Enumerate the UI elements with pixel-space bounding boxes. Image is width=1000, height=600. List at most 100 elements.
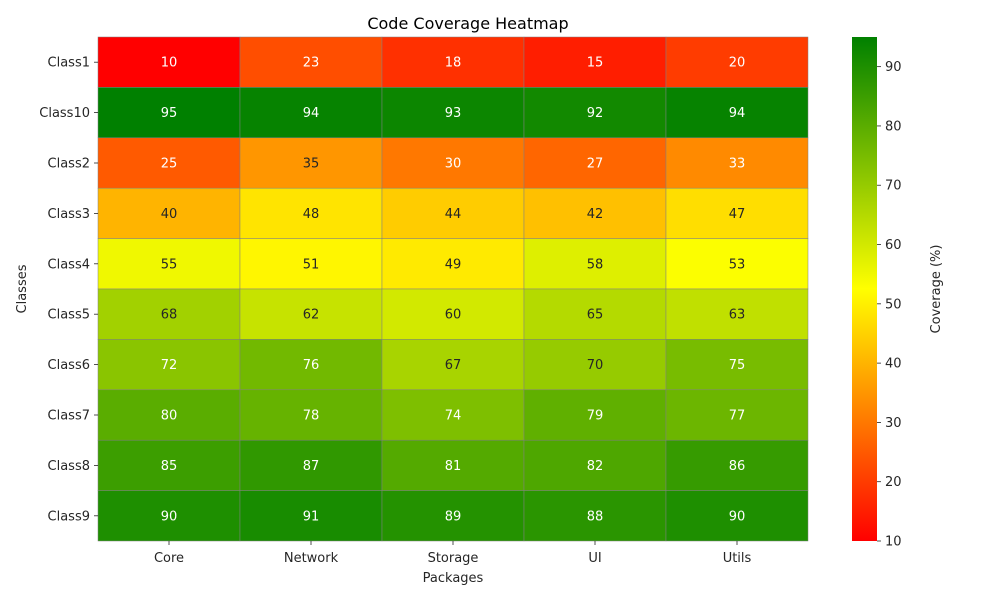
heatmap-cell bbox=[523, 36, 667, 88]
cell-value-label: 86 bbox=[729, 459, 746, 474]
heatmap-cell bbox=[665, 288, 809, 340]
cell-value-label: 94 bbox=[729, 106, 746, 121]
colorbar-label: Coverage (%) bbox=[929, 245, 944, 334]
cell-value-label: 89 bbox=[445, 509, 462, 524]
heatmap-cell bbox=[523, 339, 667, 391]
heatmap-cell bbox=[665, 339, 809, 391]
heatmap-cell bbox=[381, 87, 525, 139]
colorbar-tick-label: 40 bbox=[885, 357, 902, 372]
cell-value-label: 85 bbox=[161, 459, 178, 474]
heatmap-cell bbox=[239, 187, 383, 239]
cell-value-label: 42 bbox=[587, 207, 604, 222]
cell-value-label: 88 bbox=[587, 509, 604, 524]
heatmap-cell bbox=[523, 187, 667, 239]
heatmap-cell bbox=[239, 36, 383, 88]
cell-value-label: 78 bbox=[303, 409, 320, 424]
y-tick-label: Class4 bbox=[48, 257, 90, 272]
heatmap-cell bbox=[381, 439, 525, 491]
cell-value-label: 90 bbox=[161, 509, 178, 524]
heatmap-cell bbox=[239, 238, 383, 290]
colorbar-tick-label: 10 bbox=[885, 535, 902, 550]
heatmap-cell bbox=[381, 288, 525, 340]
cell-value-label: 76 bbox=[303, 358, 320, 373]
cell-value-label: 40 bbox=[161, 207, 178, 222]
cell-value-label: 49 bbox=[445, 257, 462, 272]
colorbar-tick-label: 80 bbox=[885, 119, 902, 134]
heatmap-cell bbox=[97, 389, 241, 441]
cell-value-label: 55 bbox=[161, 257, 178, 272]
heatmap-cell bbox=[239, 439, 383, 491]
heatmap-cell bbox=[381, 238, 525, 290]
y-tick-label: Class3 bbox=[48, 207, 90, 222]
cell-value-label: 67 bbox=[445, 358, 462, 373]
heatmap-cell bbox=[381, 137, 525, 189]
colorbar-tick-label: 70 bbox=[885, 179, 902, 194]
cell-value-label: 93 bbox=[445, 106, 462, 121]
x-tick-label: UI bbox=[588, 551, 601, 566]
cell-value-label: 95 bbox=[161, 106, 178, 121]
heatmap-cell bbox=[239, 137, 383, 189]
heatmap-cell bbox=[97, 238, 241, 290]
heatmap-cell bbox=[239, 87, 383, 139]
colorbar bbox=[852, 37, 877, 541]
heatmap-cell bbox=[97, 339, 241, 391]
colorbar-ticks: 10 20 30 40 50 60 70 80 90 bbox=[877, 60, 902, 550]
y-tick-label: Class5 bbox=[48, 308, 90, 323]
cell-value-label: 75 bbox=[729, 358, 746, 373]
y-axis-ticks: Class1 Class10 Class2 Class3 Class4 Class5 Cla… bbox=[39, 56, 98, 524]
heatmap-cell bbox=[239, 288, 383, 340]
cell-value-label: 48 bbox=[303, 207, 320, 222]
heatmap-cell bbox=[239, 389, 383, 441]
x-tick-label: Network bbox=[284, 551, 339, 566]
heatmap-cell bbox=[523, 288, 667, 340]
cell-value-label: 33 bbox=[729, 157, 746, 172]
cell-value-label: 53 bbox=[729, 257, 746, 272]
heatmap-cell bbox=[523, 137, 667, 189]
cell-value-label: 60 bbox=[445, 308, 462, 323]
x-tick-label: Core bbox=[154, 551, 184, 566]
colorbar-tick-label: 30 bbox=[885, 416, 902, 431]
heatmap-cell bbox=[523, 439, 667, 491]
heatmap-cell bbox=[665, 187, 809, 239]
x-axis-ticks: Core Network Storage UI Utils bbox=[154, 541, 752, 566]
cell-value-label: 94 bbox=[303, 106, 320, 121]
cell-value-label: 65 bbox=[587, 308, 604, 323]
y-axis-label: Classes bbox=[15, 264, 30, 313]
cell-value-label: 23 bbox=[303, 56, 320, 71]
cell-value-label: 15 bbox=[587, 56, 604, 71]
heatmap-cell bbox=[523, 389, 667, 441]
heatmap-cell bbox=[97, 87, 241, 139]
y-tick-label: Class6 bbox=[48, 358, 90, 373]
cell-value-label: 25 bbox=[161, 157, 178, 172]
cell-value-label: 10 bbox=[161, 56, 178, 71]
heatmap-cell bbox=[381, 389, 525, 441]
cell-value-label: 27 bbox=[587, 157, 604, 172]
heatmap-cell bbox=[665, 137, 809, 189]
y-tick-label: Class9 bbox=[48, 509, 90, 524]
heatmap-cell bbox=[381, 36, 525, 88]
heatmap-cell bbox=[665, 389, 809, 441]
heatmap-cell bbox=[97, 490, 241, 542]
y-tick-label: Class8 bbox=[48, 459, 90, 474]
heatmap-cells: 10 23 18 15 20 95 94 93 92 94 25 35 30 27 33 40 48 44 42 47… bbox=[97, 36, 809, 542]
cell-value-label: 70 bbox=[587, 358, 604, 373]
chart-title: Code Coverage Heatmap bbox=[367, 14, 568, 33]
cell-value-label: 35 bbox=[303, 157, 320, 172]
y-tick-label: Class7 bbox=[48, 409, 90, 424]
cell-value-label: 51 bbox=[303, 257, 320, 272]
cell-value-label: 63 bbox=[729, 308, 746, 323]
cell-value-label: 68 bbox=[161, 308, 178, 323]
cell-value-label: 58 bbox=[587, 257, 604, 272]
cell-value-label: 47 bbox=[729, 207, 746, 222]
cell-value-label: 30 bbox=[445, 157, 462, 172]
cell-value-label: 90 bbox=[729, 509, 746, 524]
cell-value-label: 20 bbox=[729, 56, 746, 71]
cell-value-label: 82 bbox=[587, 459, 604, 474]
heatmap-cell bbox=[665, 238, 809, 290]
colorbar-tick-label: 60 bbox=[885, 238, 902, 253]
x-axis-label: Packages bbox=[423, 571, 484, 586]
cell-value-label: 91 bbox=[303, 509, 320, 524]
y-tick-label: Class10 bbox=[39, 106, 90, 121]
heatmap-cell bbox=[381, 187, 525, 239]
colorbar-tick-label: 90 bbox=[885, 60, 902, 75]
